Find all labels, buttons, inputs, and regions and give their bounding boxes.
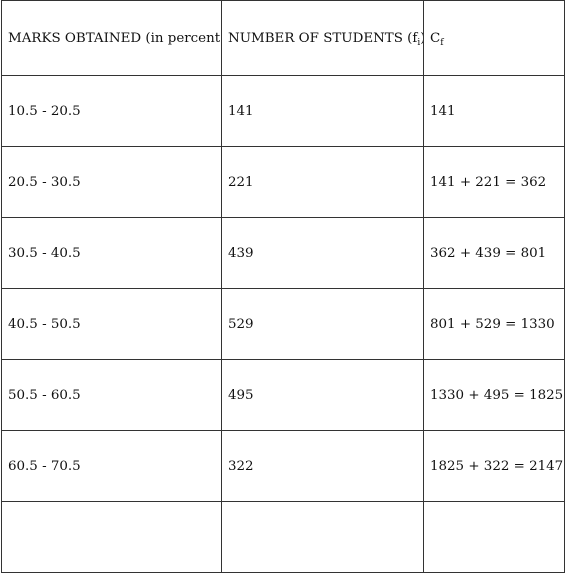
cell-students: 529 <box>221 288 424 360</box>
cell-empty <box>423 501 565 573</box>
header-row: MARKS OBTAINED (in percent) NUMBER OF ST… <box>1 0 565 76</box>
table-row: 60.5 - 70.5 322 1825 + 322 = 2147 <box>1 430 565 502</box>
cell-marks: 10.5 - 20.5 <box>1 75 222 147</box>
header-cf: Cf <box>423 0 565 76</box>
header-students: NUMBER OF STUDENTS (fi) <box>221 0 424 76</box>
cell-cf: 141 + 221 = 362 <box>423 146 565 218</box>
table-row: 40.5 - 50.5 529 801 + 529 = 1330 <box>1 288 565 360</box>
cell-marks: 20.5 - 30.5 <box>1 146 222 218</box>
cell-cf: 801 + 529 = 1330 <box>423 288 565 360</box>
cell-marks: 40.5 - 50.5 <box>1 288 222 360</box>
cell-cf: 362 + 439 = 801 <box>423 217 565 289</box>
table-body: 10.5 - 20.5 141 141 20.5 - 30.5 221 141 … <box>1 75 565 573</box>
cell-cf: 1825 + 322 = 2147 <box>423 430 565 502</box>
cell-marks: 60.5 - 70.5 <box>1 430 222 502</box>
table-row: 20.5 - 30.5 221 141 + 221 = 362 <box>1 146 565 218</box>
cell-students: 322 <box>221 430 424 502</box>
header-marks: MARKS OBTAINED (in percent) <box>1 0 222 76</box>
cell-empty <box>1 501 222 573</box>
cell-students: 439 <box>221 217 424 289</box>
cell-empty <box>221 501 424 573</box>
table-row-cut-off <box>1 501 565 573</box>
header-students-subscript: i <box>417 37 421 48</box>
header-cf-subscript: f <box>440 37 444 48</box>
header-cf-label: C <box>430 30 441 46</box>
cell-cf: 1330 + 495 = 1825 <box>423 359 565 431</box>
cell-cf: 141 <box>423 75 565 147</box>
cell-students: 141 <box>221 75 424 147</box>
cell-marks: 50.5 - 60.5 <box>1 359 222 431</box>
table-row: 10.5 - 20.5 141 141 <box>1 75 565 147</box>
table-header: MARKS OBTAINED (in percent) NUMBER OF ST… <box>1 0 565 76</box>
header-students-label: NUMBER OF STUDENTS (f <box>228 30 418 46</box>
table-row: 50.5 - 60.5 495 1330 + 495 = 1825 <box>1 359 565 431</box>
cell-marks: 30.5 - 40.5 <box>1 217 222 289</box>
table-row: 30.5 - 40.5 439 362 + 439 = 801 <box>1 217 565 289</box>
header-students-close: ) <box>420 31 422 46</box>
cell-students: 495 <box>221 359 424 431</box>
cell-students: 221 <box>221 146 424 218</box>
